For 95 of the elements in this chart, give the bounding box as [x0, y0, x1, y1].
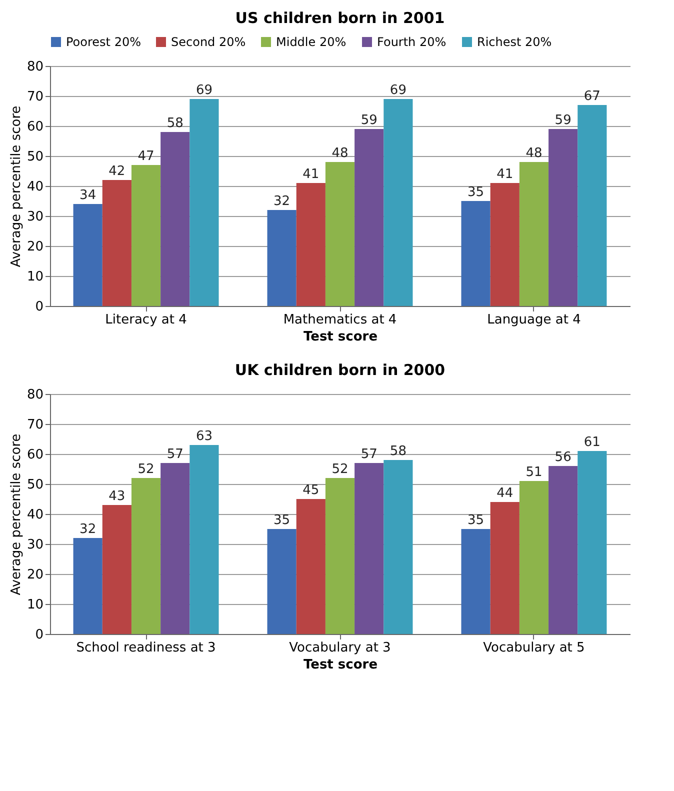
- data-label: 32: [80, 522, 96, 537]
- data-label: 51: [526, 465, 542, 480]
- y-tick-label: 10: [26, 598, 44, 612]
- data-label: 45: [302, 483, 320, 498]
- data-label: 69: [196, 83, 212, 98]
- data-label: 47: [138, 149, 154, 164]
- data-label: 35: [274, 513, 290, 528]
- data-label: 63: [196, 429, 212, 444]
- bar: [102, 505, 132, 634]
- bar: [519, 162, 549, 306]
- legend-label: Middle 20%: [276, 35, 346, 49]
- y-tick-label: 60: [26, 120, 44, 134]
- y-tick-label: 10: [26, 270, 44, 284]
- bar: [490, 502, 520, 634]
- bar: [131, 478, 161, 634]
- y-tick-label: 40: [26, 508, 44, 522]
- data-label: 69: [390, 83, 406, 98]
- legend-label: Fourth 20%: [377, 35, 446, 49]
- y-tick-label: 20: [26, 240, 44, 254]
- bar: [190, 99, 219, 306]
- bar: [384, 460, 413, 634]
- data-label: 35: [468, 185, 484, 200]
- x-axis-title: Test score: [303, 658, 378, 672]
- bar: [578, 451, 607, 634]
- chart-title: US children born in 2001: [235, 9, 445, 27]
- x-tick-label: Vocabulary at 3: [289, 640, 391, 656]
- data-label: 58: [390, 444, 406, 459]
- data-label: 52: [138, 462, 154, 477]
- data-label: 41: [302, 167, 320, 182]
- y-tick-label: 80: [26, 60, 44, 74]
- bar: [325, 162, 355, 306]
- y-tick-label: 0: [35, 300, 44, 314]
- x-tick-label: Mathematics at 4: [283, 312, 397, 328]
- legend-label: Second 20%: [171, 35, 246, 49]
- legend-label: Poorest 20%: [66, 35, 141, 49]
- data-label: 58: [166, 116, 184, 131]
- data-label: 48: [332, 146, 348, 161]
- y-tick-label: 70: [26, 90, 44, 104]
- bar: [548, 466, 578, 634]
- y-tick-label: 30: [26, 538, 44, 552]
- y-tick-label: 70: [26, 418, 44, 432]
- data-label: 59: [554, 113, 572, 128]
- bar: [578, 105, 607, 306]
- y-tick-label: 80: [26, 388, 44, 402]
- data-label: 32: [274, 194, 290, 209]
- bar: [160, 463, 190, 634]
- bar: [73, 538, 102, 634]
- data-label: 42: [108, 164, 126, 179]
- bar: [354, 463, 384, 634]
- x-tick-label: School readiness at 3: [76, 640, 216, 656]
- data-label: 43: [108, 489, 126, 504]
- bar: [490, 183, 520, 306]
- bar: [461, 201, 490, 306]
- bar: [190, 445, 219, 634]
- data-label: 34: [80, 188, 96, 203]
- bar: [160, 132, 190, 306]
- chart-title: UK children born in 2000: [234, 361, 446, 379]
- bar: [384, 99, 413, 306]
- y-tick-label: 0: [35, 628, 44, 642]
- x-tick-label: Literacy at 4: [105, 312, 187, 328]
- data-label: 67: [584, 89, 600, 104]
- y-tick-label: 40: [26, 180, 44, 194]
- y-tick-label: 20: [26, 568, 44, 582]
- data-label: 52: [332, 462, 348, 477]
- bar: [519, 481, 549, 634]
- x-axis-title: Test score: [303, 330, 378, 344]
- data-label: 59: [360, 113, 378, 128]
- bar: [267, 529, 296, 634]
- data-label: 35: [468, 513, 484, 528]
- y-axis-title: Average percentile score: [8, 106, 24, 268]
- data-label: 56: [554, 450, 572, 465]
- y-axis-title: Average percentile score: [8, 434, 24, 596]
- bar: [296, 183, 326, 306]
- bar: [325, 478, 355, 634]
- bar: [267, 210, 296, 306]
- data-label: 61: [584, 435, 600, 450]
- bar: [102, 180, 132, 306]
- data-label: 44: [496, 486, 514, 501]
- data-label: 57: [166, 447, 184, 462]
- bar: [548, 129, 578, 306]
- y-tick-label: 60: [26, 448, 44, 462]
- data-label: 48: [526, 146, 542, 161]
- x-tick-label: Vocabulary at 5: [483, 640, 585, 656]
- bar: [296, 499, 326, 634]
- bar: [131, 165, 161, 306]
- y-tick-label: 30: [26, 210, 44, 224]
- data-label: 41: [496, 167, 514, 182]
- bar: [73, 204, 102, 306]
- y-tick-label: 50: [26, 150, 44, 164]
- legend-label: Richest 20%: [477, 35, 552, 49]
- y-tick-label: 50: [26, 478, 44, 492]
- x-tick-label: Language at 4: [487, 312, 581, 328]
- data-label: 57: [360, 447, 378, 462]
- bar: [461, 529, 490, 634]
- bar: [354, 129, 384, 306]
